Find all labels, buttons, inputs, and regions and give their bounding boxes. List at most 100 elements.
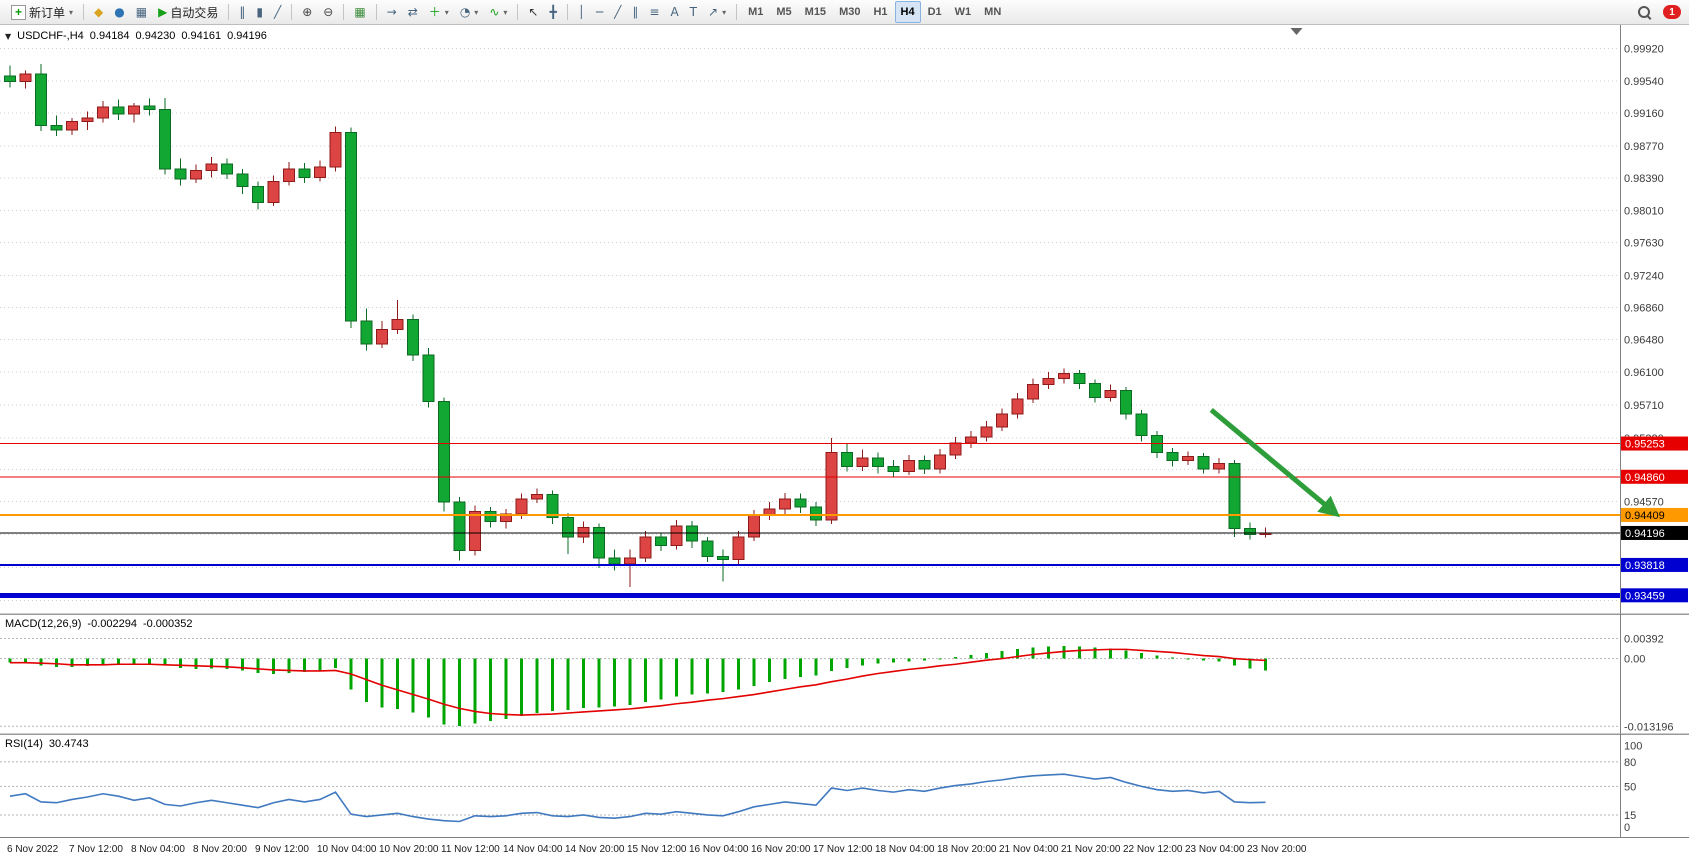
zoom-in-button[interactable]: ⊕ [297,1,317,23]
candle[interactable] [66,120,78,131]
candle[interactable] [841,451,853,468]
arrows-button[interactable]: ↗ ▾ [703,1,731,23]
fibonacci-button[interactable]: ≡ [644,1,664,23]
candle[interactable] [531,494,543,500]
candle[interactable] [577,527,590,538]
candle[interactable] [453,501,466,551]
candle[interactable] [1120,389,1132,415]
candlestick-chart-button[interactable]: ▮ [251,1,268,23]
trendline-button[interactable]: ╱ [609,1,626,23]
candle[interactable] [624,557,636,565]
channel-button[interactable]: ∥ [627,1,643,23]
candle[interactable] [1042,378,1055,386]
candle[interactable] [469,510,481,551]
candle[interactable] [748,515,760,538]
candle[interactable] [391,318,404,331]
auto-scroll-button[interactable]: → [382,1,402,23]
candle[interactable] [825,451,838,521]
timeframe-m15-button[interactable]: M15 [804,6,827,18]
candle[interactable] [50,125,63,131]
candle[interactable] [438,400,450,503]
candle[interactable] [159,109,171,170]
metaeditor-button[interactable]: ◆ [89,1,108,23]
candle[interactable] [1197,455,1210,470]
chart-canvas[interactable]: 0.99920 0.99540 0.99160 0.98770 0.98390 0.980… [0,25,1689,861]
candle[interactable] [546,494,559,518]
candle[interactable] [314,166,326,178]
candle[interactable] [1213,462,1225,470]
candle[interactable] [1228,462,1241,529]
candle[interactable] [4,75,16,83]
candle[interactable] [128,105,140,115]
candle[interactable] [1089,383,1101,398]
chart-shift-marker-icon[interactable] [1290,28,1303,35]
candle[interactable] [934,454,946,470]
candle[interactable] [515,498,528,515]
autotrading-button[interactable]: ▶ 自动交易 [153,1,223,23]
candle[interactable] [97,106,109,119]
crosshair-button[interactable]: ╋ [544,1,561,23]
candle[interactable] [717,555,729,561]
candle[interactable] [236,173,249,188]
candle[interactable] [1182,455,1194,462]
timeframe-mn-button[interactable]: MN [984,6,1002,18]
timeframe-h1-button[interactable]: H1 [873,6,888,18]
bar-chart-button[interactable]: ‖ [234,1,250,23]
candle[interactable] [949,442,962,456]
market-watch-button[interactable]: ● [109,1,129,23]
indicators-button[interactable]: ∿ ▾ [484,1,512,23]
text-button[interactable]: A [665,1,683,23]
timeframe-m30-button[interactable]: M30 [839,6,861,18]
candle[interactable] [903,460,915,473]
trend-arrow-annotation[interactable] [1209,408,1341,518]
vertical-line-button[interactable]: │ [573,1,590,23]
candle[interactable] [283,168,295,183]
horizontal-line-button[interactable]: ─ [591,1,608,23]
candle[interactable] [980,426,993,438]
timeframe-m5-button[interactable]: M5 [776,6,792,18]
candle[interactable] [593,527,605,559]
candle[interactable] [35,73,47,127]
candle[interactable] [608,557,621,565]
candle[interactable] [298,168,311,178]
candle[interactable] [918,460,931,470]
candle[interactable] [407,318,419,356]
candle[interactable] [1073,373,1086,385]
candle[interactable] [422,354,435,402]
candle[interactable] [810,506,822,521]
candle[interactable] [484,510,497,523]
candle[interactable] [872,457,884,468]
candle[interactable] [686,525,698,542]
candle[interactable] [143,105,156,111]
candle[interactable] [19,73,32,83]
new-chart-button[interactable]: ＋ ▾ [424,1,454,23]
search-button[interactable] [1633,1,1655,23]
line-chart-button[interactable]: ╱ [269,1,286,23]
candle[interactable] [1166,451,1179,462]
text-label-button[interactable]: T [685,1,702,23]
candle[interactable] [856,457,869,468]
candle[interactable] [345,131,357,322]
new-order-button[interactable]: + 新订单 ▾ [6,1,78,23]
candle[interactable] [996,413,1008,428]
candle[interactable] [1104,389,1117,398]
candle[interactable] [112,106,125,115]
candle[interactable] [1027,384,1039,400]
candle[interactable] [329,131,342,168]
candle[interactable] [174,168,187,180]
candle[interactable] [1135,413,1148,436]
candle[interactable] [965,436,977,444]
chart-shift-button[interactable]: ⇄ [403,1,423,23]
candle[interactable] [1058,373,1070,380]
candle[interactable] [670,525,683,546]
timeframe-m1-button[interactable]: M1 [748,6,764,18]
candle[interactable] [779,498,791,510]
zoom-out-button[interactable]: ⊖ [318,1,338,23]
candle[interactable] [221,163,233,175]
candle[interactable] [267,181,280,204]
candle[interactable] [794,498,807,508]
candle[interactable] [360,320,373,345]
candle[interactable] [1011,398,1024,415]
data-window-button[interactable]: ▦ [131,1,152,23]
notification-badge[interactable]: 1 [1663,5,1681,19]
